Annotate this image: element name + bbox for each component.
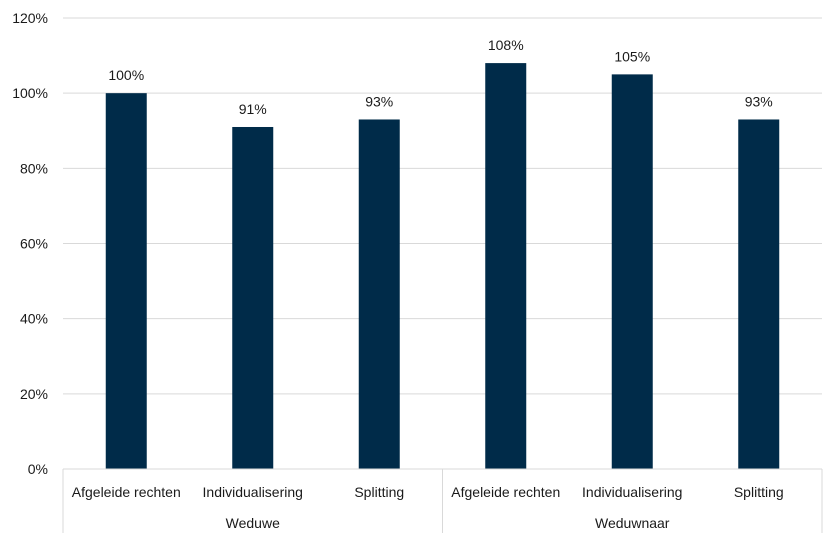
data-labels: 100% 91% 93% 108% 105% 93%	[108, 37, 772, 117]
x-category-label: Individualisering	[582, 484, 682, 500]
bar	[105, 93, 147, 470]
y-tick-label: 40%	[20, 311, 48, 327]
data-label: 93%	[365, 93, 393, 109]
x-category-label: Splitting	[734, 484, 784, 500]
x-axis: Afgeleide rechten Individualisering Splitt…	[62, 468, 823, 533]
y-tick-label: 80%	[20, 160, 48, 176]
x-group-label: Weduwe	[226, 515, 280, 531]
data-label: 105%	[614, 48, 650, 64]
bar	[485, 63, 527, 469]
y-axis-ticks: 0% 20% 40% 60% 80% 100% 120%	[12, 10, 48, 477]
y-tick-label: 60%	[20, 236, 48, 252]
y-tick-label: 100%	[12, 85, 48, 101]
gridlines	[63, 17, 822, 470]
bar	[611, 74, 653, 469]
y-tick-label: 20%	[20, 386, 48, 402]
x-category-label: Afgeleide rechten	[72, 484, 181, 500]
data-label: 100%	[108, 67, 144, 83]
data-label: 108%	[488, 37, 524, 53]
y-tick-label: 120%	[12, 10, 48, 26]
x-category-label: Afgeleide rechten	[451, 484, 560, 500]
x-category-label: Individualisering	[203, 484, 303, 500]
bars	[105, 63, 780, 470]
bar	[232, 126, 274, 469]
y-tick-label: 0%	[28, 461, 48, 477]
bar	[738, 119, 780, 469]
bar	[358, 119, 400, 469]
x-category-label: Splitting	[354, 484, 404, 500]
x-group-label: Weduwnaar	[595, 515, 670, 531]
data-label: 91%	[239, 101, 267, 117]
data-label: 93%	[745, 93, 773, 109]
